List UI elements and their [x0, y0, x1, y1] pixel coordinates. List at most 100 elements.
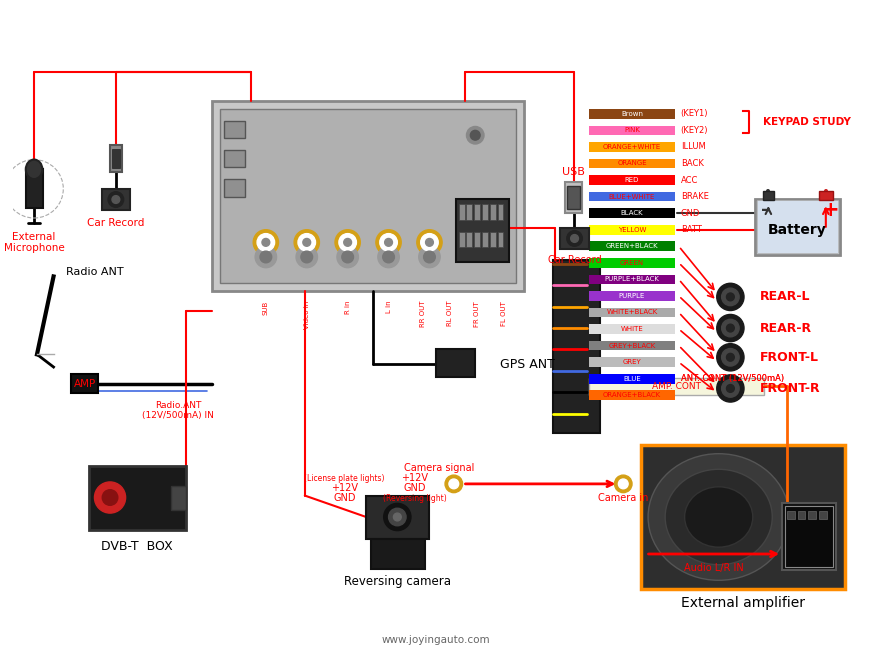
Circle shape	[720, 348, 739, 366]
Text: (KEY2): (KEY2)	[680, 126, 707, 135]
Circle shape	[383, 504, 410, 531]
Text: FL OUT: FL OUT	[501, 301, 507, 326]
Circle shape	[388, 508, 406, 525]
Bar	[588, 391, 674, 400]
Bar	[458, 231, 464, 247]
Text: Car Record: Car Record	[547, 255, 600, 265]
Ellipse shape	[647, 453, 788, 580]
Bar	[220, 109, 515, 284]
Bar	[435, 350, 474, 377]
Circle shape	[255, 247, 276, 268]
Bar	[781, 504, 834, 570]
Bar	[171, 486, 186, 510]
Bar	[466, 231, 472, 247]
Text: GPS ANT: GPS ANT	[499, 358, 554, 371]
Bar	[588, 225, 674, 235]
Circle shape	[716, 375, 743, 402]
Text: AMP: AMP	[74, 379, 96, 389]
Text: Video in: Video in	[303, 301, 309, 329]
Text: REAR-R: REAR-R	[759, 321, 811, 334]
Bar	[103, 189, 129, 210]
Bar	[71, 374, 98, 393]
Text: REAR-L: REAR-L	[759, 290, 809, 303]
Text: +: +	[821, 200, 839, 220]
Circle shape	[566, 231, 581, 247]
Text: Microphone: Microphone	[3, 243, 64, 253]
Text: Radio ANT: Radio ANT	[66, 266, 123, 276]
Text: External: External	[12, 233, 56, 243]
Bar	[26, 169, 43, 208]
Bar	[474, 231, 480, 247]
Bar	[223, 150, 245, 167]
Bar	[588, 241, 674, 251]
Circle shape	[294, 230, 319, 255]
Text: USB: USB	[561, 167, 584, 177]
Text: ANT. CONT (12V/500mA): ANT. CONT (12V/500mA)	[680, 374, 783, 383]
Text: +12V: +12V	[331, 483, 358, 493]
Bar	[588, 126, 674, 136]
Circle shape	[416, 230, 441, 255]
Text: BLUE: BLUE	[622, 375, 640, 381]
Circle shape	[257, 233, 275, 251]
Text: Audio L/R IN: Audio L/R IN	[683, 563, 743, 572]
Text: GREY+BLACK: GREY+BLACK	[607, 342, 655, 348]
Circle shape	[614, 475, 631, 492]
Bar	[481, 231, 488, 247]
Bar	[588, 374, 674, 383]
Bar	[818, 191, 832, 200]
Circle shape	[343, 239, 351, 247]
Text: (License plate lights): (License plate lights)	[304, 473, 385, 483]
Text: Camera in: Camera in	[597, 494, 647, 504]
Bar	[588, 142, 674, 152]
Text: FR OUT: FR OUT	[474, 301, 480, 327]
Bar	[497, 231, 503, 247]
Bar	[458, 204, 464, 220]
Bar	[588, 208, 674, 218]
Circle shape	[103, 490, 117, 505]
Circle shape	[336, 247, 358, 268]
Bar	[588, 340, 674, 350]
Circle shape	[112, 196, 120, 204]
Circle shape	[720, 319, 739, 337]
Text: Car Record: Car Record	[87, 218, 144, 228]
Circle shape	[260, 251, 271, 263]
Bar	[588, 291, 674, 301]
Circle shape	[301, 251, 312, 263]
Text: SUB: SUB	[262, 301, 269, 315]
Text: BRAKE: BRAKE	[680, 192, 707, 201]
Circle shape	[466, 126, 483, 144]
Circle shape	[720, 288, 739, 305]
Circle shape	[382, 251, 394, 263]
Circle shape	[425, 239, 433, 247]
Text: ORANGE+WHITE: ORANGE+WHITE	[602, 144, 660, 150]
Bar	[455, 198, 508, 262]
Circle shape	[716, 315, 743, 342]
Bar	[588, 377, 764, 395]
Text: (KEY1): (KEY1)	[680, 109, 707, 118]
Text: ACC: ACC	[680, 176, 697, 184]
Circle shape	[726, 385, 733, 393]
Bar	[497, 204, 503, 220]
Circle shape	[445, 475, 462, 492]
Text: ILLUM: ILLUM	[680, 142, 705, 151]
Text: GREEN: GREEN	[620, 260, 643, 266]
Bar	[489, 204, 495, 220]
Text: ORANGE: ORANGE	[616, 161, 646, 167]
Circle shape	[384, 239, 392, 247]
Text: -: -	[760, 201, 767, 219]
Bar	[784, 506, 832, 566]
Circle shape	[448, 479, 458, 488]
Ellipse shape	[684, 486, 752, 547]
Text: BLACK: BLACK	[620, 210, 642, 216]
Circle shape	[253, 230, 278, 255]
Text: DVB-T  BOX: DVB-T BOX	[102, 540, 173, 553]
Text: GREEN+BLACK: GREEN+BLACK	[605, 243, 658, 249]
Text: ORANGE+BLACK: ORANGE+BLACK	[602, 392, 660, 399]
Text: External amplifier: External amplifier	[680, 596, 804, 609]
Bar	[553, 260, 600, 433]
Text: BLUE+WHITE: BLUE+WHITE	[608, 194, 654, 200]
Circle shape	[720, 379, 739, 397]
Bar	[489, 231, 495, 247]
Ellipse shape	[665, 469, 772, 564]
Circle shape	[423, 251, 434, 263]
